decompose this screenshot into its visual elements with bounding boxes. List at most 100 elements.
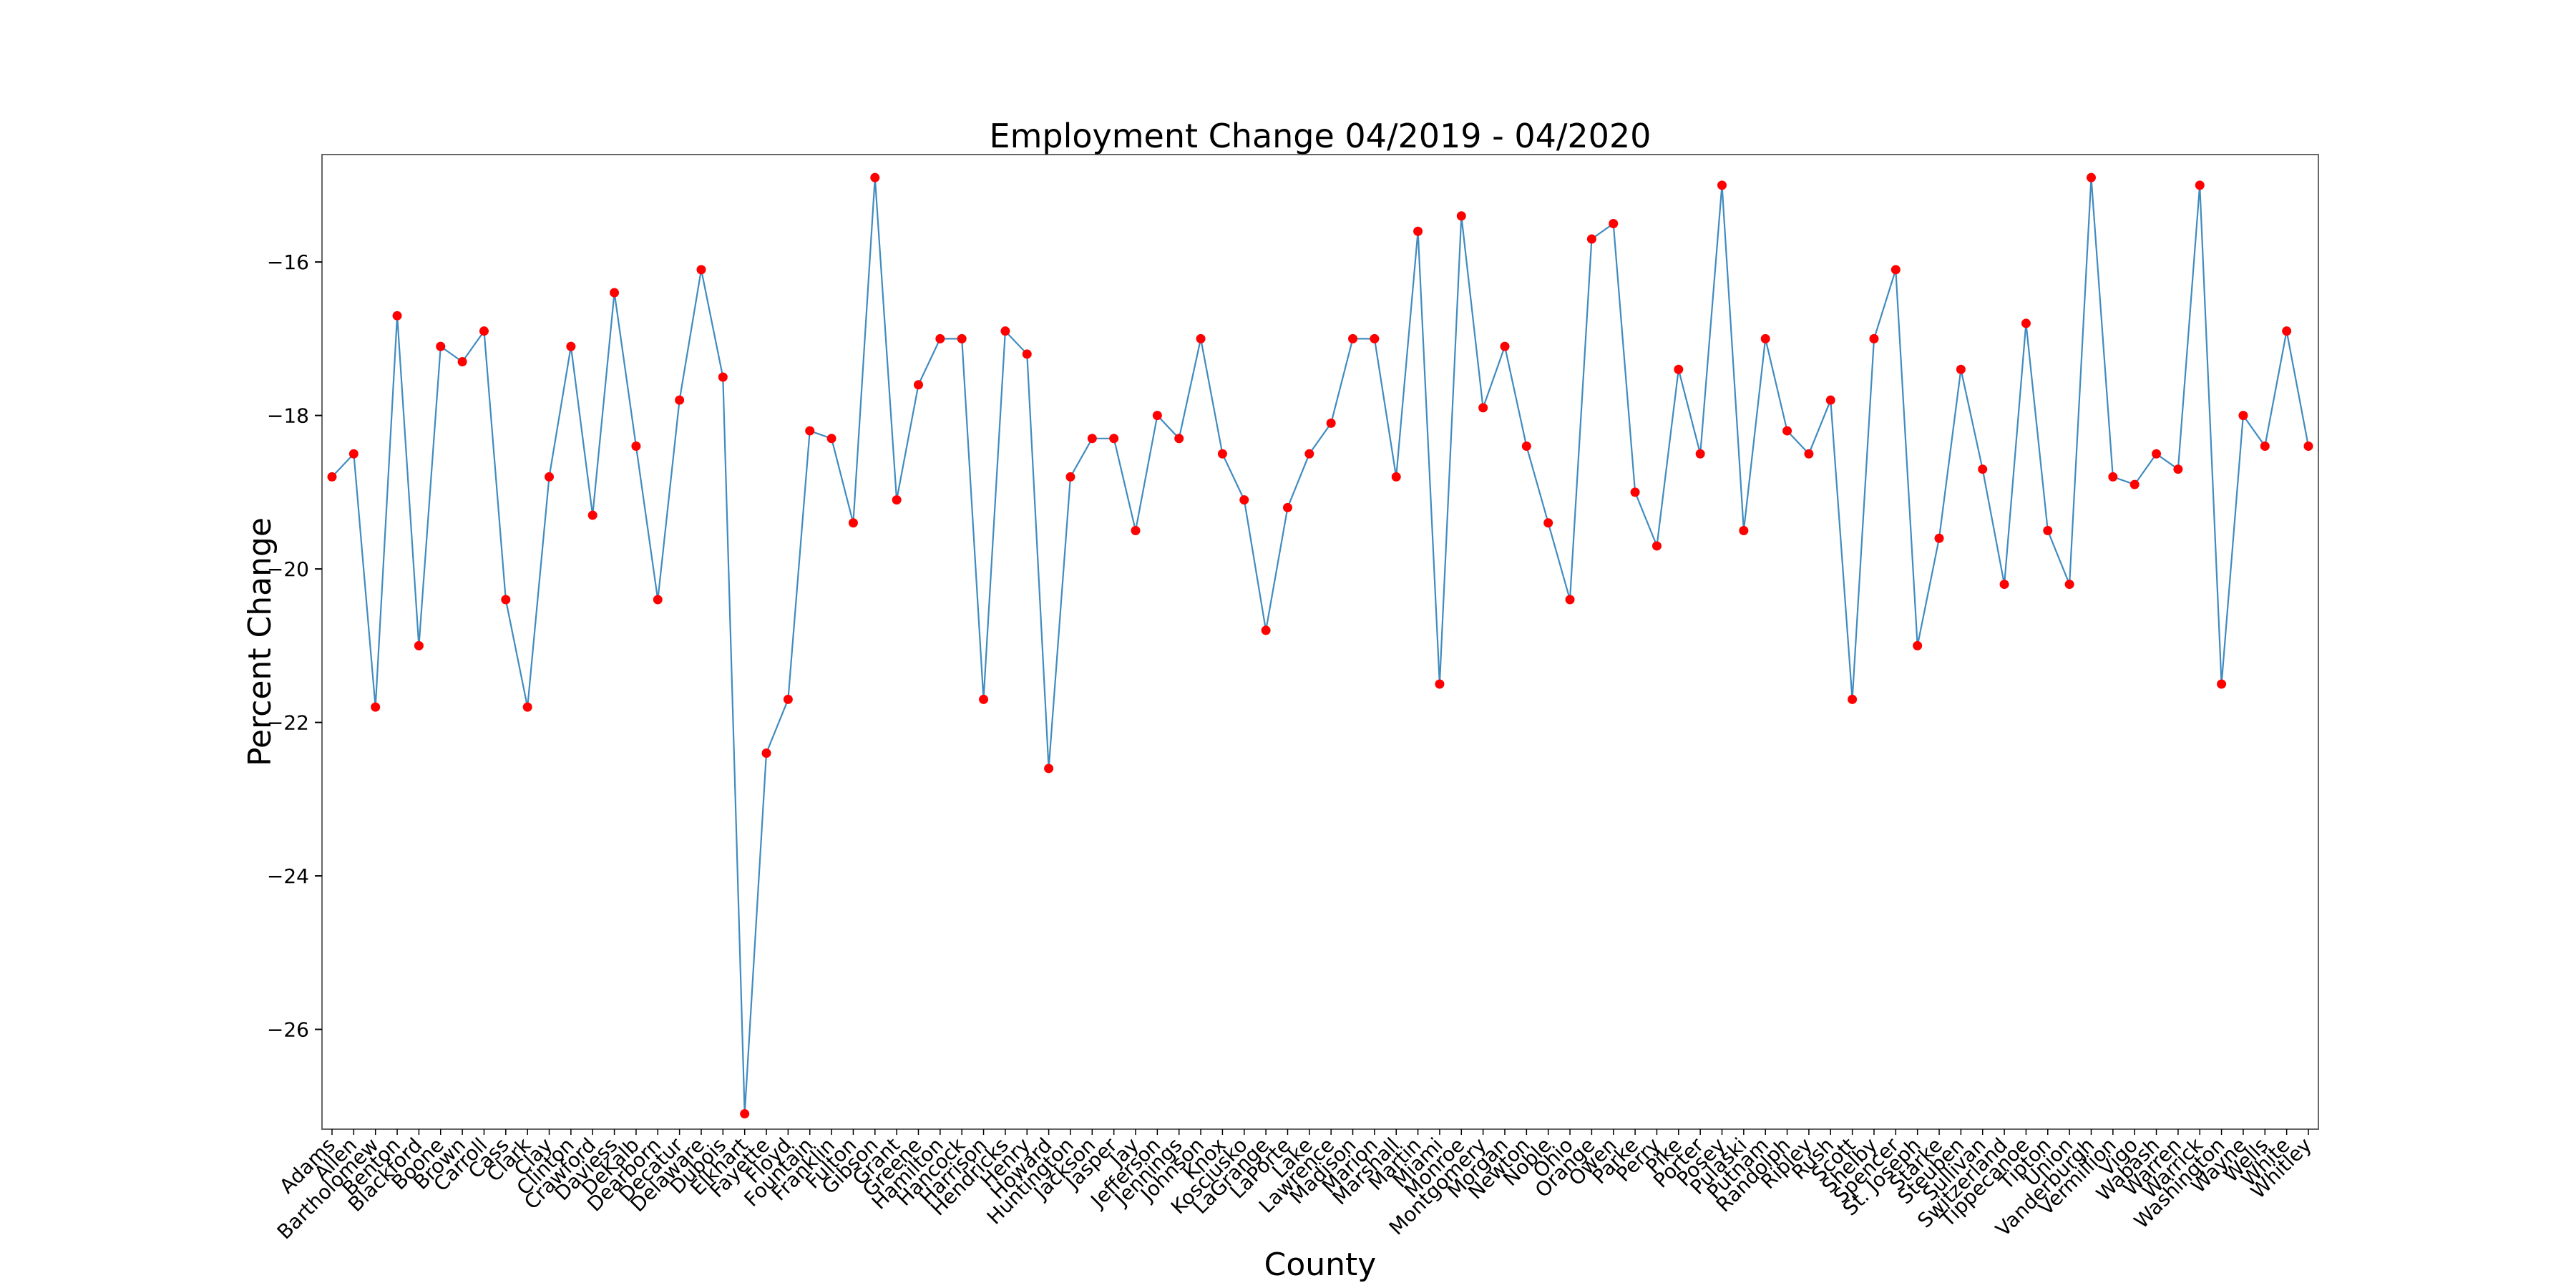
data-point	[740, 1109, 750, 1119]
data-point	[436, 341, 446, 351]
data-point	[1652, 541, 1662, 551]
data-point	[1978, 464, 1988, 474]
y-tick-label: −22	[267, 711, 309, 735]
data-point	[1717, 180, 1727, 190]
data-point	[1609, 219, 1619, 229]
data-point	[1913, 640, 1923, 650]
data-point	[848, 518, 858, 528]
chart-title: Employment Change 04/2019 - 04/2020	[990, 117, 1652, 155]
data-point	[653, 595, 663, 605]
data-point	[892, 495, 902, 505]
data-point	[610, 288, 620, 298]
data-point	[545, 472, 555, 482]
data-point	[348, 449, 358, 459]
data-point	[2108, 472, 2118, 482]
data-point	[1109, 434, 1119, 444]
data-point	[2260, 441, 2270, 452]
data-point	[371, 702, 381, 712]
data-point	[1131, 525, 1141, 535]
y-axis: −16 −18 −20 −22 −24 −26	[267, 250, 322, 1042]
data-point	[522, 702, 532, 712]
data-point	[913, 380, 923, 390]
data-point	[1065, 472, 1075, 482]
data-point	[1478, 403, 1488, 413]
data-point	[566, 341, 576, 351]
data-point	[2282, 326, 2292, 336]
data-point	[1217, 449, 1227, 459]
data-point	[696, 265, 706, 275]
data-point	[1239, 495, 1249, 505]
data-point	[1087, 434, 1097, 444]
data-point	[1565, 595, 1575, 605]
data-point	[805, 426, 815, 436]
data-point	[718, 372, 728, 382]
data-point	[826, 434, 836, 444]
data-point	[1000, 326, 1010, 336]
data-point	[1695, 449, 1705, 459]
plot-area	[321, 154, 2319, 1130]
y-tick-label: −24	[267, 864, 309, 888]
data-point	[631, 441, 641, 452]
data-point	[1804, 449, 1814, 459]
data-point	[935, 333, 945, 343]
data-point	[1456, 211, 1466, 221]
data-point	[2303, 441, 2313, 452]
data-point	[1500, 341, 1510, 351]
data-point	[1586, 234, 1596, 244]
x-axis-title: County	[1264, 1246, 1377, 1283]
data-point	[1674, 364, 1684, 374]
y-axis-title: Percent Change	[242, 517, 278, 766]
data-point	[1630, 487, 1640, 497]
data-point	[2021, 318, 2031, 328]
data-point	[2064, 580, 2074, 590]
y-tick-label: −18	[267, 404, 309, 428]
data-point	[783, 694, 793, 704]
data-point	[392, 311, 402, 321]
data-point	[1869, 333, 1879, 343]
data-point	[1196, 333, 1206, 343]
data-point	[2238, 411, 2248, 421]
data-point	[1261, 625, 1271, 635]
series-line	[331, 177, 2310, 1114]
y-tick-label: −16	[267, 250, 309, 274]
data-point	[1782, 426, 1792, 436]
data-point	[1282, 502, 1292, 512]
data-point	[2129, 479, 2140, 489]
y-tick-label: −20	[267, 557, 309, 581]
data-point	[957, 333, 967, 343]
data-point	[979, 694, 989, 704]
data-point	[414, 640, 424, 650]
data-point	[2086, 172, 2096, 182]
data-point	[1848, 694, 1858, 704]
data-point	[1760, 333, 1770, 343]
data-point	[1304, 449, 1314, 459]
data-point	[1934, 533, 1944, 543]
data-point	[1521, 441, 1531, 452]
x-axis: AdamsAllenBartholomewBentonBlackfordBoon…	[273, 1129, 2316, 1244]
data-point	[1739, 525, 1749, 535]
data-point	[2217, 679, 2227, 689]
data-point	[501, 595, 511, 605]
data-point	[1348, 333, 1358, 343]
data-point	[479, 326, 489, 336]
data-point	[1174, 434, 1184, 444]
data-point	[675, 395, 685, 405]
data-point	[2173, 464, 2183, 474]
data-point	[2195, 180, 2205, 190]
data-point	[1435, 679, 1445, 689]
data-point	[1044, 763, 1054, 774]
data-point	[870, 172, 880, 182]
data-point	[2152, 449, 2162, 459]
data-point	[2043, 525, 2053, 535]
data-point	[1825, 395, 1835, 405]
data-point	[587, 510, 597, 520]
data-point	[761, 748, 771, 758]
data-point	[1999, 580, 2009, 590]
y-tick-label: −26	[267, 1018, 309, 1042]
data-point	[1022, 349, 1032, 359]
data-point	[1370, 333, 1380, 343]
data-point	[1956, 364, 1966, 374]
data-point	[1543, 518, 1553, 528]
data-point	[1391, 472, 1401, 482]
